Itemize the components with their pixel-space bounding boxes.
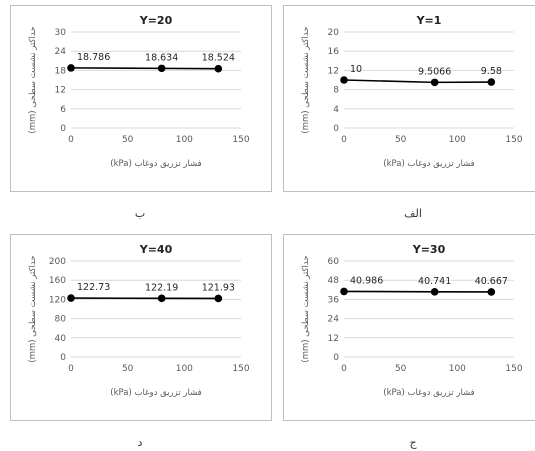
chart-svg-y40: Y=40 0 40 80 120 160 200 0 50 100 150 فشار تزریق دو…: [28, 243, 250, 398]
chart-title: Y=30: [412, 243, 446, 256]
x-tick-label: 0: [68, 135, 74, 145]
y-axis-label: حداکثر نشست سطحی (mm): [28, 26, 38, 133]
data-label: 40.741: [418, 276, 451, 287]
chart-panel-y40: Y=40 0 40 80 120 160 200 0 50 100 150 فشار تزریق دو…: [10, 234, 272, 421]
y-tick-label: 6: [60, 105, 66, 115]
caption-y30: ج: [409, 436, 417, 449]
y-tick-label: 20: [328, 28, 340, 38]
data-label: 9.5066: [418, 66, 451, 77]
data-point: [340, 76, 348, 84]
y-tick-label: 200: [49, 257, 66, 267]
data-point: [67, 294, 75, 302]
y-tick-label: 48: [328, 276, 340, 286]
data-point: [214, 64, 223, 73]
chart-panel-y30: Y=30 0 12 24 36 48 60 0 50 100 150 فشار تزریق دوغاب…: [283, 234, 535, 421]
caption-y1: الف: [404, 207, 422, 220]
x-tick-label: 100: [449, 364, 466, 374]
x-tick-label: 100: [176, 135, 193, 145]
caption-y20: ب: [134, 207, 146, 220]
data-label: 121.93: [202, 282, 235, 293]
x-tick-label: 0: [341, 135, 347, 145]
x-tick-label: 50: [395, 135, 407, 145]
y-tick-label: 36: [328, 295, 340, 305]
data-label: 18.524: [202, 53, 235, 64]
x-tick-label: 150: [232, 364, 249, 374]
x-tick-label: 50: [122, 135, 134, 145]
chart-title: Y=1: [416, 14, 442, 27]
y-tick-label: 16: [328, 47, 340, 57]
y-tick-label: 120: [49, 295, 66, 305]
y-tick-label: 40: [55, 334, 67, 344]
x-tick-label: 150: [505, 135, 522, 145]
y-tick-label: 4: [333, 105, 339, 115]
y-tick-label: 18: [55, 66, 67, 76]
y-tick-label: 0: [333, 353, 339, 363]
data-point: [214, 294, 223, 303]
y-axis-label: حداکثر نشست سطحی (mm): [301, 255, 311, 362]
data-label: 122.19: [145, 282, 178, 293]
chart-svg-y20: Y=20 0 6 12 18 24 30 0 50 100 150 فشار تزریق دوغاب …: [28, 14, 250, 169]
y-tick-label: 0: [60, 124, 66, 134]
series-line: [343, 290, 492, 293]
x-tick-label: 50: [122, 364, 134, 374]
data-label: 18.786: [77, 52, 110, 63]
x-tick-label: 0: [68, 364, 74, 374]
x-axis-label: فشار تزریق دوغاب (kPa): [383, 388, 475, 398]
y-tick-label: 160: [49, 276, 66, 286]
chart-svg-y1: Y=1 0 4 8 12 16 20 0 50 100 150 فشار تزریق دوغاب (k…: [301, 14, 523, 169]
x-axis-label: فشار تزریق دوغاب (kPa): [110, 159, 202, 169]
y-axis-label: حداکثر نشست سطحی (mm): [28, 255, 38, 362]
series-line: [343, 79, 492, 84]
data-point: [157, 294, 166, 303]
x-tick-label: 150: [505, 364, 522, 374]
y-tick-label: 0: [333, 124, 339, 134]
data-label: 122.73: [77, 282, 110, 293]
y-tick-label: 80: [55, 315, 67, 325]
y-tick-label: 24: [55, 47, 67, 57]
x-tick-label: 0: [341, 364, 347, 374]
y-tick-label: 12: [55, 86, 66, 96]
data-point: [340, 287, 348, 296]
x-tick-label: 150: [232, 135, 249, 145]
series-line: [70, 67, 219, 70]
data-point: [67, 64, 75, 72]
chart-panel-y1: Y=1 0 4 8 12 16 20 0 50 100 150 فشار تزریق دوغاب (k…: [283, 5, 535, 192]
chart-panel-y20: Y=20 0 6 12 18 24 30 0 50 100 150 فشار تزریق دوغاب …: [10, 5, 272, 192]
data-label: 18.634: [145, 52, 178, 63]
x-tick-label: 100: [449, 135, 466, 145]
data-point: [487, 288, 496, 296]
data-point: [157, 64, 166, 73]
data-label: 10: [350, 64, 362, 75]
data-point: [487, 78, 496, 86]
y-tick-label: 8: [333, 86, 339, 96]
chart-title: Y=20: [139, 14, 173, 27]
data-label: 40.986: [350, 275, 383, 286]
y-axis-label: حداکثر نشست سطحی (mm): [301, 26, 311, 133]
chart-title: Y=40: [139, 243, 173, 256]
x-axis-label: فشار تزریق دوغاب (kPa): [110, 388, 202, 398]
x-axis-label: فشار تزریق دوغاب (kPa): [383, 159, 475, 169]
y-tick-label: 30: [55, 28, 67, 38]
data-point: [430, 288, 439, 296]
y-tick-label: 0: [60, 353, 66, 363]
y-tick-label: 12: [328, 334, 339, 344]
chart-svg-y30: Y=30 0 12 24 36 48 60 0 50 100 150 فشار تزریق دوغاب…: [301, 243, 523, 398]
caption-y40: د: [137, 436, 143, 449]
y-tick-label: 12: [328, 66, 339, 76]
data-label: 9.58: [481, 66, 502, 77]
x-tick-label: 100: [176, 364, 193, 374]
data-point: [430, 78, 439, 87]
data-label: 40.667: [475, 276, 508, 287]
x-tick-label: 50: [395, 364, 407, 374]
y-tick-label: 60: [328, 257, 340, 267]
y-tick-label: 24: [328, 315, 340, 325]
